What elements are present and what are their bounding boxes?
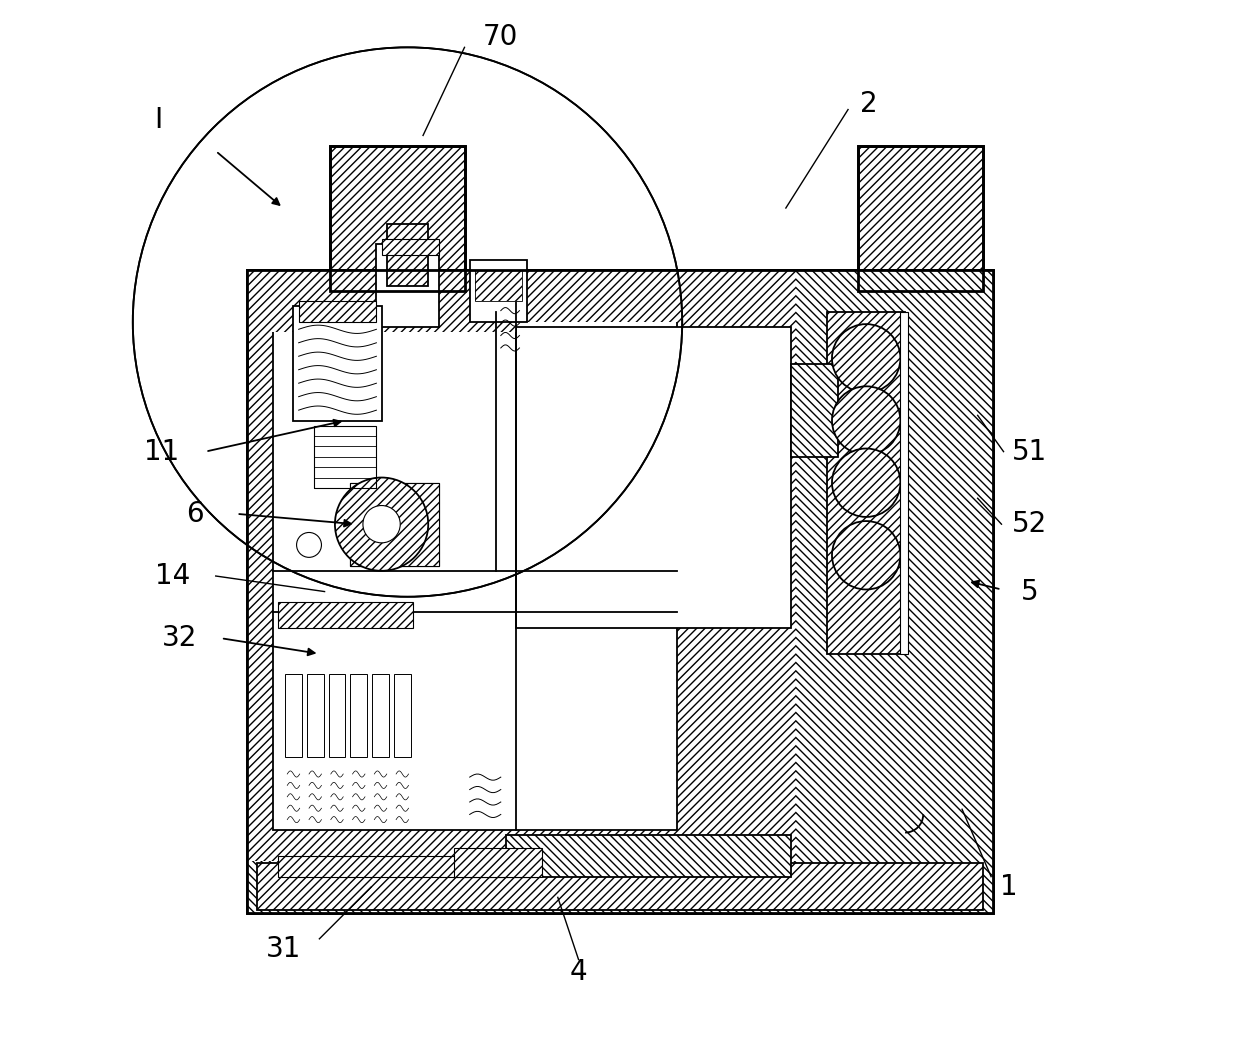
Circle shape (296, 532, 321, 557)
Bar (858, 145, 983, 291)
Bar (247, 291, 516, 332)
Text: 70: 70 (484, 23, 518, 51)
Bar (377, 244, 439, 327)
Bar (247, 291, 993, 322)
Bar (796, 270, 993, 912)
Text: 52: 52 (1012, 511, 1047, 538)
Bar (475, 270, 522, 301)
Bar (827, 311, 905, 654)
Bar (387, 223, 428, 285)
Bar (382, 239, 439, 254)
Bar (247, 291, 993, 322)
Bar (791, 363, 838, 457)
Bar (330, 145, 465, 291)
Bar (470, 260, 527, 322)
Bar (796, 270, 993, 912)
Bar (454, 848, 542, 877)
Bar (247, 862, 993, 912)
Bar (827, 311, 905, 654)
Circle shape (832, 324, 900, 392)
Bar (247, 394, 278, 912)
Circle shape (832, 386, 900, 455)
Text: 2: 2 (861, 90, 878, 118)
Bar (905, 270, 993, 912)
Text: 5: 5 (1021, 577, 1038, 605)
Text: 4: 4 (569, 958, 588, 986)
Bar (247, 270, 993, 912)
Circle shape (363, 506, 401, 543)
Bar (506, 836, 791, 877)
Bar (858, 145, 983, 291)
Bar (394, 675, 410, 758)
Circle shape (832, 521, 900, 590)
Text: 6: 6 (186, 500, 203, 527)
Bar (285, 675, 301, 758)
Bar (351, 483, 439, 566)
Bar (516, 327, 791, 628)
Bar (278, 856, 537, 877)
Bar (387, 223, 428, 285)
Bar (330, 145, 465, 291)
Bar (247, 270, 993, 912)
Bar (299, 301, 377, 322)
Bar (247, 394, 278, 912)
Bar (329, 675, 345, 758)
Bar (372, 675, 389, 758)
Text: 11: 11 (144, 438, 180, 466)
Bar (351, 483, 439, 566)
Bar (247, 270, 993, 296)
Circle shape (335, 477, 428, 571)
Text: 14: 14 (155, 562, 190, 590)
Bar (278, 856, 537, 877)
Text: 51: 51 (1012, 438, 1047, 466)
Bar (278, 602, 413, 628)
Bar (247, 270, 993, 912)
Bar (247, 291, 516, 332)
Bar (257, 864, 983, 909)
Bar (475, 270, 522, 301)
Circle shape (832, 448, 900, 517)
Text: 32: 32 (161, 624, 197, 652)
Bar (273, 311, 677, 830)
Bar (351, 483, 439, 566)
Text: 31: 31 (265, 935, 301, 963)
Bar (257, 864, 983, 909)
Bar (314, 426, 377, 488)
Bar (454, 848, 542, 877)
Text: 1: 1 (999, 873, 1018, 901)
Bar (330, 145, 465, 291)
Bar (900, 311, 908, 654)
Bar (858, 145, 983, 291)
Bar (308, 675, 324, 758)
Bar (905, 270, 993, 912)
Text: I: I (155, 106, 162, 134)
Bar (506, 836, 791, 877)
Bar (791, 363, 838, 457)
Bar (247, 270, 993, 296)
Bar (278, 602, 413, 628)
Bar (299, 301, 377, 322)
Bar (247, 862, 993, 912)
Bar (351, 675, 367, 758)
Bar (294, 306, 382, 420)
Bar (382, 239, 439, 254)
